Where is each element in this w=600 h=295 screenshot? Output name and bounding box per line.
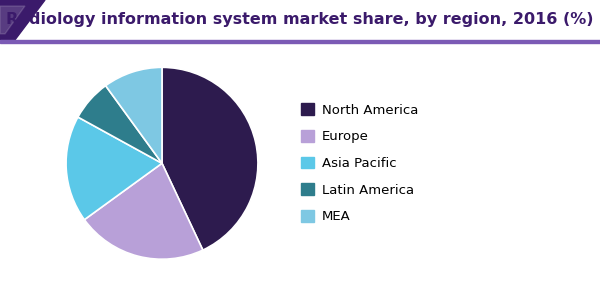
Polygon shape [0,6,25,34]
Wedge shape [162,67,258,250]
Polygon shape [0,0,45,40]
Text: Radiology information system market share, by region, 2016 (%): Radiology information system market shar… [6,12,594,27]
Wedge shape [78,86,162,163]
Wedge shape [66,117,162,220]
Wedge shape [85,163,203,259]
Wedge shape [106,67,162,163]
Legend: North America, Europe, Asia Pacific, Latin America, MEA: North America, Europe, Asia Pacific, Lat… [301,103,418,223]
